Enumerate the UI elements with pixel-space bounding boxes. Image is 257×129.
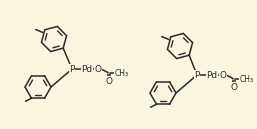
Text: P: P xyxy=(69,64,75,74)
Text: O: O xyxy=(95,64,102,74)
Text: O: O xyxy=(231,83,237,91)
Text: Pd: Pd xyxy=(206,71,218,79)
Text: CH₃: CH₃ xyxy=(115,68,129,78)
Text: Pd: Pd xyxy=(81,64,93,74)
Text: O: O xyxy=(219,71,226,79)
Text: P: P xyxy=(194,71,200,79)
Text: CH₃: CH₃ xyxy=(240,75,254,83)
Text: O: O xyxy=(106,76,113,86)
